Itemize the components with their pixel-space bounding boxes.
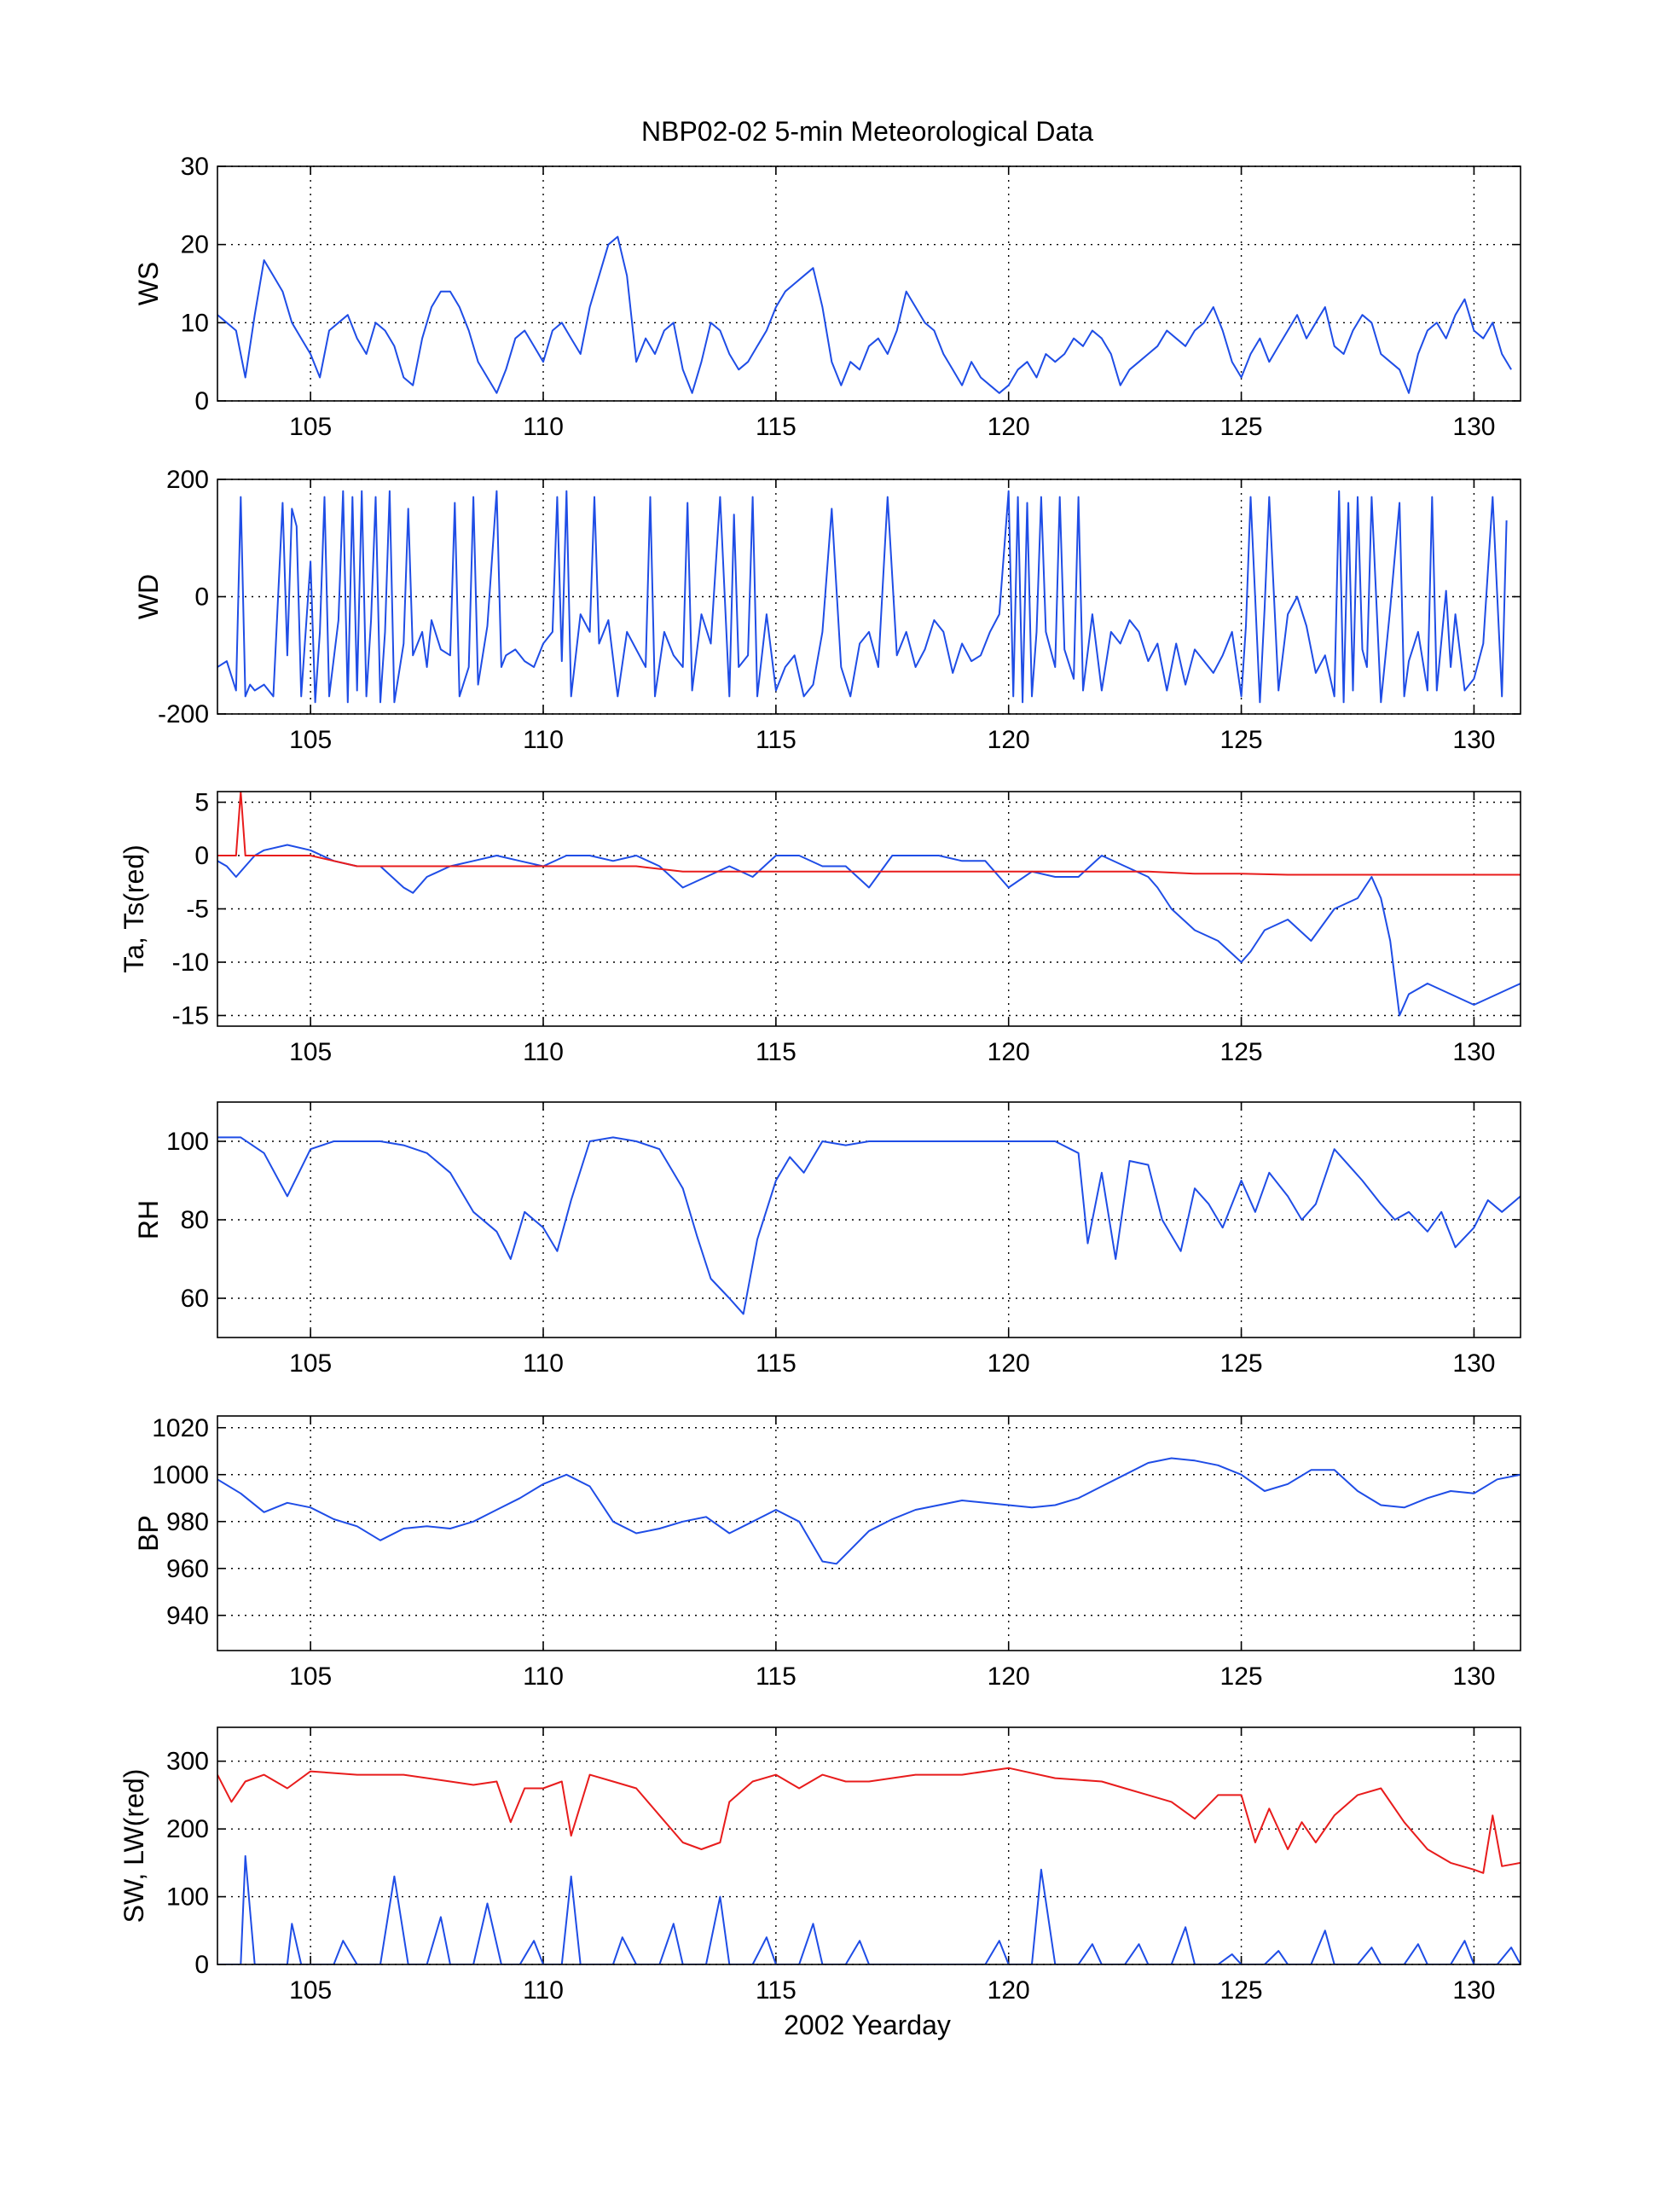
panel-2: 105 110 115 120 125 130 -200 0 200 WD xyxy=(133,466,1521,754)
x-tick-label: 120 xyxy=(988,1976,1030,2005)
panel-3: 105 110 115 120 125 130 -15 -10 -5 0 5 Ta, Ts(red) xyxy=(119,789,1521,1066)
y-axis-label: WD xyxy=(133,574,164,619)
y-tick-label: -15 xyxy=(172,1002,209,1030)
series-line-2 xyxy=(217,792,1521,876)
y-axis-label: SW, LW(red) xyxy=(119,1769,149,1924)
y-tick-label: 10 xyxy=(181,309,209,337)
y-tick-label: 1000 xyxy=(152,1461,209,1489)
x-tick-label: 115 xyxy=(756,1349,797,1378)
series-line-2 xyxy=(217,1854,1521,1964)
y-tick-label: 200 xyxy=(166,466,209,494)
x-tick-label: 130 xyxy=(1452,1662,1495,1691)
y-tick-label: 100 xyxy=(166,1883,209,1912)
axes-frame xyxy=(217,791,1521,1027)
x-tick-label: 115 xyxy=(756,1038,797,1066)
y-tick-label: 940 xyxy=(166,1602,209,1630)
x-tick-label: 120 xyxy=(988,1038,1030,1066)
chart-title: NBP02-02 5-min Meteorological Data xyxy=(641,116,1093,147)
x-tick-label: 115 xyxy=(756,413,797,441)
y-tick-label: -10 xyxy=(172,949,209,977)
x-tick-label: 110 xyxy=(523,726,564,754)
panel-4: 105 110 115 120 125 130 60 80 100 RH xyxy=(133,1101,1521,1378)
x-tick-label: 130 xyxy=(1452,1349,1495,1378)
y-tick-label: 20 xyxy=(181,231,209,259)
y-axis-label: BP xyxy=(133,1515,164,1552)
x-tick-label: 130 xyxy=(1452,1038,1495,1066)
y-tick-label: 1020 xyxy=(152,1414,209,1442)
panel-1: 105 110 115 120 125 130 0 10 20 30 WS xyxy=(133,153,1521,441)
axes-frame xyxy=(217,165,1521,402)
x-tick-label: 125 xyxy=(1220,1038,1263,1066)
y-tick-label: 300 xyxy=(166,1748,209,1776)
x-tick-label: 125 xyxy=(1220,1976,1263,2005)
y-tick-label: 0 xyxy=(194,387,209,415)
series-line-1 xyxy=(217,235,1512,394)
x-tick-label: 110 xyxy=(523,413,564,441)
axes-frame xyxy=(217,1415,1521,1651)
x-tick-label: 110 xyxy=(523,1662,564,1691)
y-tick-label: 200 xyxy=(166,1815,209,1843)
x-tick-label: 110 xyxy=(523,1349,564,1378)
y-tick-label: -200 xyxy=(158,700,209,728)
x-tick-label: 115 xyxy=(756,726,797,754)
x-tick-label: 105 xyxy=(289,1349,332,1378)
x-tick-label: 125 xyxy=(1220,1662,1263,1691)
y-tick-label: 30 xyxy=(181,153,209,181)
x-axis-label: 2002 Yearday xyxy=(784,2010,951,2040)
x-tick-label: 105 xyxy=(289,413,332,441)
y-tick-label: 80 xyxy=(181,1206,209,1234)
y-tick-label: -5 xyxy=(186,896,209,924)
axes-frame xyxy=(217,1101,1521,1338)
x-tick-label: 125 xyxy=(1220,1349,1263,1378)
x-tick-label: 115 xyxy=(756,1662,797,1691)
series-line-1 xyxy=(217,490,1508,704)
x-tick-label: 130 xyxy=(1452,413,1495,441)
x-tick-label: 125 xyxy=(1220,726,1263,754)
series-line-1 xyxy=(217,1767,1521,1874)
y-tick-label: 5 xyxy=(194,789,209,817)
x-tick-label: 110 xyxy=(523,1976,564,2005)
x-tick-label: 110 xyxy=(523,1038,564,1066)
series-line-1 xyxy=(217,844,1521,1017)
x-tick-label: 125 xyxy=(1220,413,1263,441)
x-tick-label: 120 xyxy=(988,1662,1030,1691)
x-tick-label: 120 xyxy=(988,1349,1030,1378)
panel-5: 105 110 115 120 125 130 940 960 980 1000 1020 BP xyxy=(133,1414,1521,1691)
series-line-1 xyxy=(217,1136,1521,1315)
series-line-1 xyxy=(217,1457,1521,1565)
y-axis-label: Ta, Ts(red) xyxy=(119,844,149,973)
y-tick-label: 960 xyxy=(166,1555,209,1583)
y-tick-label: 0 xyxy=(194,1951,209,1979)
x-tick-label: 120 xyxy=(988,726,1030,754)
x-tick-label: 105 xyxy=(289,1976,332,2005)
x-tick-label: 105 xyxy=(289,1038,332,1066)
y-tick-label: 0 xyxy=(194,583,209,612)
y-tick-label: 100 xyxy=(166,1128,209,1156)
x-tick-label: 115 xyxy=(756,1976,797,2005)
y-tick-label: 0 xyxy=(194,842,209,870)
x-tick-label: 105 xyxy=(289,726,332,754)
x-tick-label: 130 xyxy=(1452,1976,1495,2005)
y-tick-label: 980 xyxy=(166,1508,209,1536)
panel-6: 105 110 115 120 125 130 0 100 200 300 SW, LW(red) xyxy=(119,1726,1521,2005)
axes-frame xyxy=(217,479,1521,715)
y-axis-label: RH xyxy=(133,1200,164,1239)
y-axis-label: WS xyxy=(133,262,164,306)
axes-frame xyxy=(217,1726,1521,1965)
x-tick-label: 130 xyxy=(1452,726,1495,754)
x-tick-label: 120 xyxy=(988,413,1030,441)
x-tick-label: 105 xyxy=(289,1662,332,1691)
y-tick-label: 60 xyxy=(181,1285,209,1313)
